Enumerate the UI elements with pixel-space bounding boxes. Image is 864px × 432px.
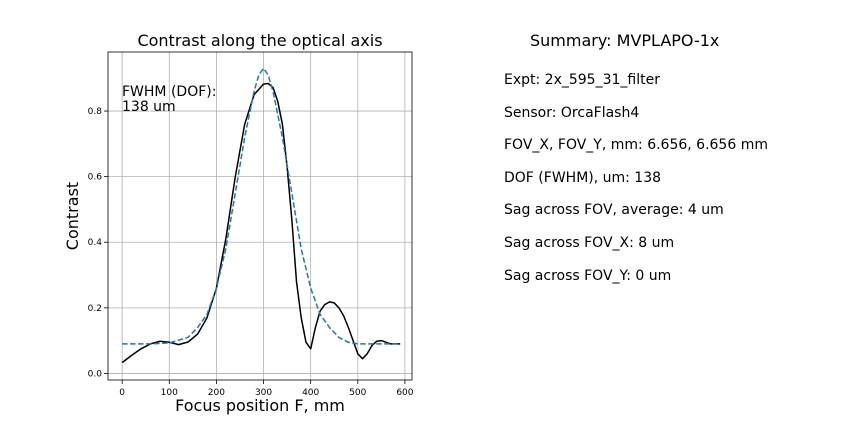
measured-contrast-line [121,82,401,364]
fwhm-annotation-line1: FWHM (DOF): [122,84,216,100]
x-tick-label: 0 [119,388,125,398]
fwhm-annotation-line2: 138 um [122,99,176,115]
chart-title: Contrast along the optical axis [137,31,382,50]
summary-list: Expt: 2x_595_31_filter Sensor: OrcaFlash… [504,71,768,299]
x-tick-label: 500 [349,388,366,398]
ticks: 0 100 200 300 400 500 600 0.0 0.2 0.4 0.6 0.8 [88,107,414,398]
series-layer [121,67,401,364]
plot-frame [107,51,413,381]
x-tick-label: 200 [208,388,225,398]
summary-title: Summary: MVPLAPO-1x [530,31,720,50]
y-tick-label: 0.4 [88,238,103,248]
summary-line-sag-x: Sag across FOV_X: 8 um [504,234,675,251]
x-axis-label: Focus position F, mm [175,396,345,415]
y-tick-label: 0.6 [88,173,103,183]
x-tick-label: 300 [255,388,272,398]
summary-line-experiment: Expt: 2x_595_31_filter [504,72,660,88]
y-tick-label: 0.2 [88,304,102,314]
gaussian-fit-line [122,67,401,345]
x-tick-label: 600 [396,388,413,398]
x-tick-label: 400 [302,388,319,398]
summary-line-fov: FOV_X, FOV_Y, mm: 6.656, 6.656 mm [504,137,768,154]
y-tick-label: 0.0 [88,369,103,379]
y-tick-label: 0.8 [88,107,103,117]
summary-line-dof: DOF (FWHM), um: 138 [504,169,662,186]
summary-line-sensor: Sensor: OrcaFlash4 [504,104,640,121]
y-axis-label: Contrast [63,182,82,250]
x-tick-label: 100 [161,388,178,398]
summary-line-sag-average: Sag across FOV, average: 4 um [504,202,724,219]
grid [108,52,412,380]
summary-line-sag-y: Sag across FOV_Y: 0 um [504,267,672,284]
